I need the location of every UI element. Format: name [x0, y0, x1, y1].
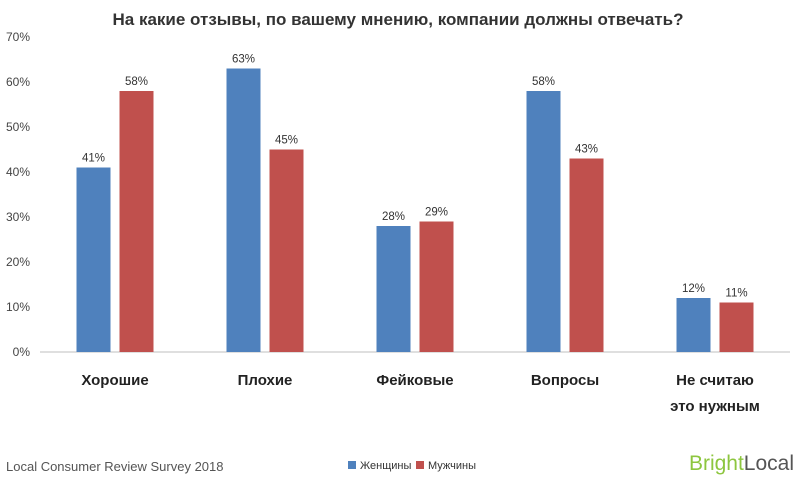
legend: Женщины Мужчины	[348, 460, 476, 472]
bar-women	[376, 226, 411, 352]
bar-men	[719, 302, 754, 352]
bar-women	[76, 167, 111, 352]
bar-women	[526, 91, 561, 352]
bars	[76, 68, 754, 352]
bar-men	[569, 158, 604, 352]
bar-value-label: 12%	[682, 283, 705, 295]
bar-value-label: 29%	[425, 207, 448, 219]
brand-logo-part1: Bright	[689, 452, 744, 475]
bar-value-label: 58%	[125, 76, 148, 88]
category-labels: Хорошие Плохие Фейковые Вопросы Не считаю это…	[81, 372, 760, 415]
y-tick-label: 50%	[6, 120, 30, 134]
bar-value-label: 43%	[575, 144, 598, 156]
y-tick-label: 10%	[6, 300, 30, 314]
bar-labels: 41% 58% 63% 45% 28% 29% 58% 43% 12% 11%	[82, 54, 748, 300]
brand-logo: BrightLocal	[689, 452, 794, 475]
y-tick-label: 40%	[6, 165, 30, 179]
category-label: это нужным	[670, 398, 760, 415]
y-tick-label: 30%	[6, 210, 30, 224]
y-tick-label: 20%	[6, 255, 30, 269]
bar-women	[226, 68, 261, 352]
y-tick-label: 60%	[6, 75, 30, 89]
bar-women	[676, 298, 711, 352]
legend-label-women: Женщины	[360, 460, 411, 472]
bar-value-label: 45%	[275, 135, 298, 147]
category-label: Плохие	[238, 372, 293, 389]
category-label: Не считаю	[676, 372, 754, 389]
bar-value-label: 28%	[382, 211, 405, 223]
bar-value-label: 58%	[532, 76, 555, 88]
bar-men	[119, 91, 154, 352]
bar-value-label: 41%	[82, 153, 105, 165]
bar-value-label: 63%	[232, 54, 255, 66]
y-axis: 0% 10% 20% 30% 40% 50% 60% 70%	[6, 30, 30, 359]
bar-men	[269, 149, 304, 352]
y-tick-label: 0%	[13, 345, 31, 359]
category-label: Хорошие	[81, 372, 148, 389]
source-note: Local Consumer Review Survey 2018	[6, 459, 224, 474]
category-label: Фейковые	[376, 372, 453, 389]
brand-logo-part2: Local	[744, 452, 794, 475]
bar-men	[419, 221, 454, 352]
y-tick-label: 70%	[6, 30, 30, 44]
legend-swatch-men	[416, 461, 424, 469]
bar-value-label: 11%	[725, 288, 747, 300]
chart-title: На какие отзывы, по вашему мнению, компа…	[113, 10, 684, 29]
category-label: Вопросы	[531, 372, 599, 389]
brand-logo-text: BrightLocal	[689, 452, 794, 475]
legend-swatch-women	[348, 461, 356, 469]
legend-label-men: Мужчины	[428, 460, 476, 472]
